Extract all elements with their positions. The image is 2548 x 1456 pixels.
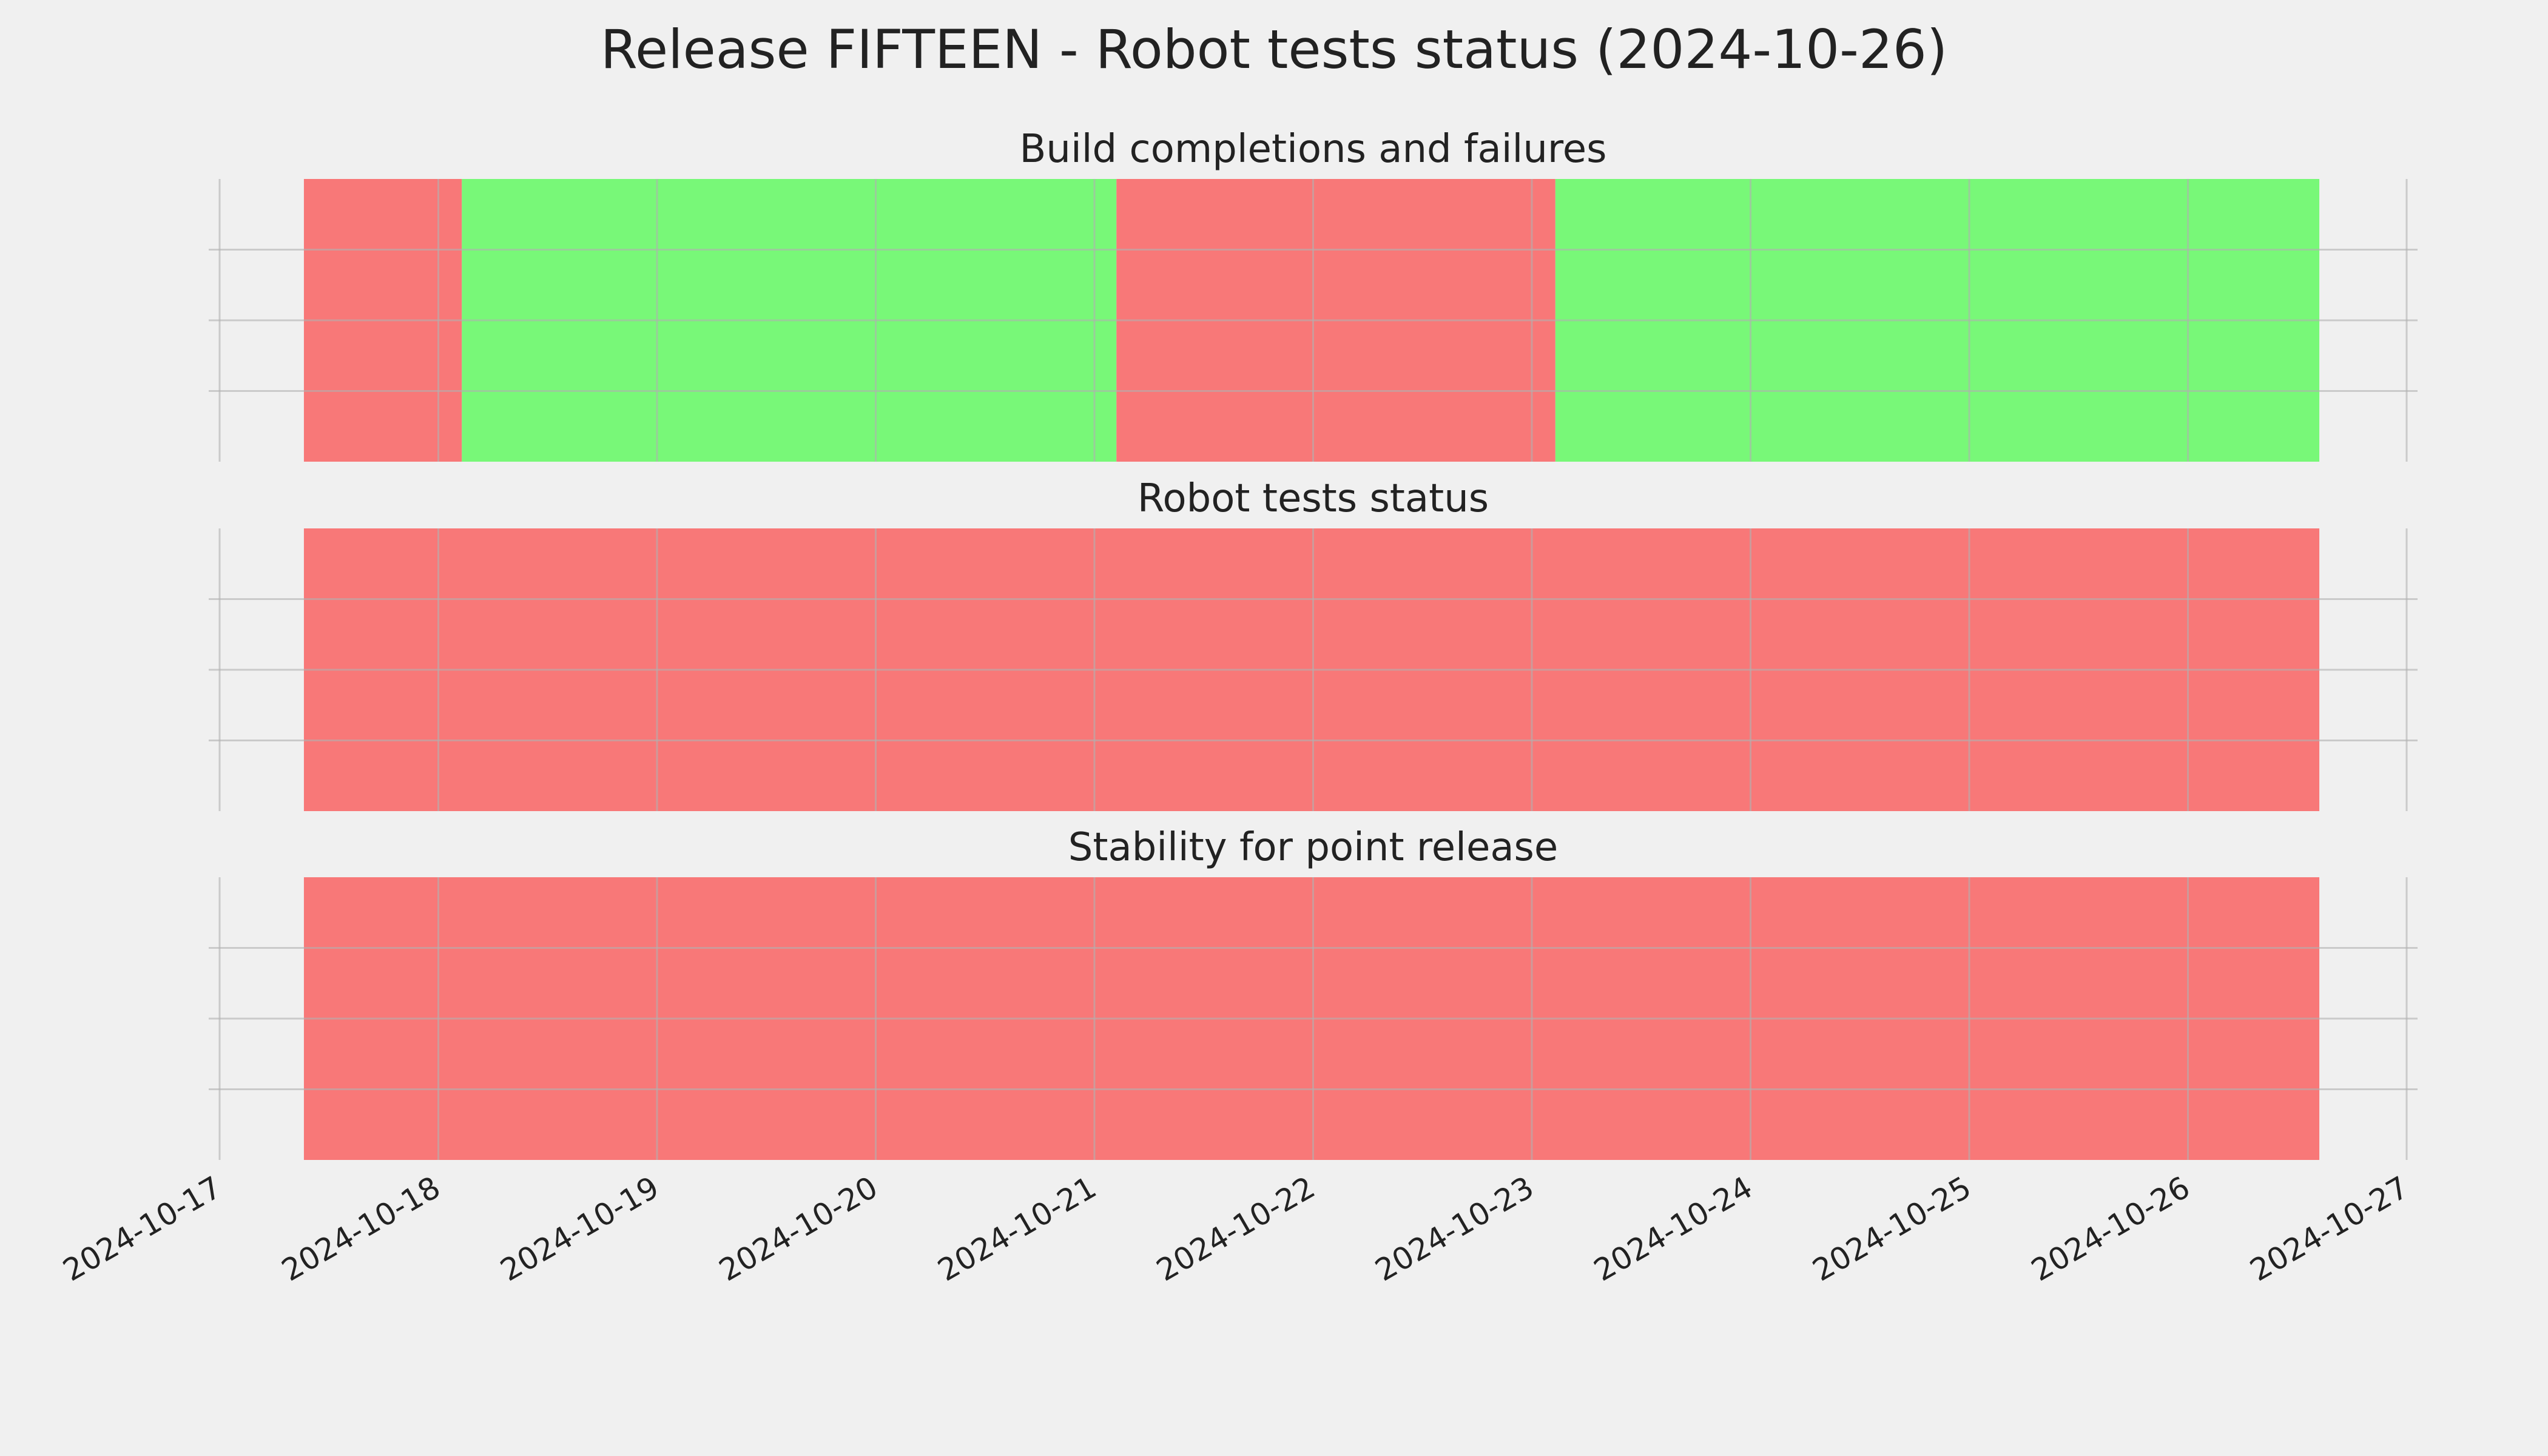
subplot-title: Build completions and failures	[1020, 127, 1607, 172]
subplot-title: Stability for point release	[1068, 825, 1559, 870]
chart-title: Release FIFTEEN - Robot tests status (20…	[601, 18, 1947, 81]
subplot-title: Robot tests status	[1138, 476, 1489, 521]
